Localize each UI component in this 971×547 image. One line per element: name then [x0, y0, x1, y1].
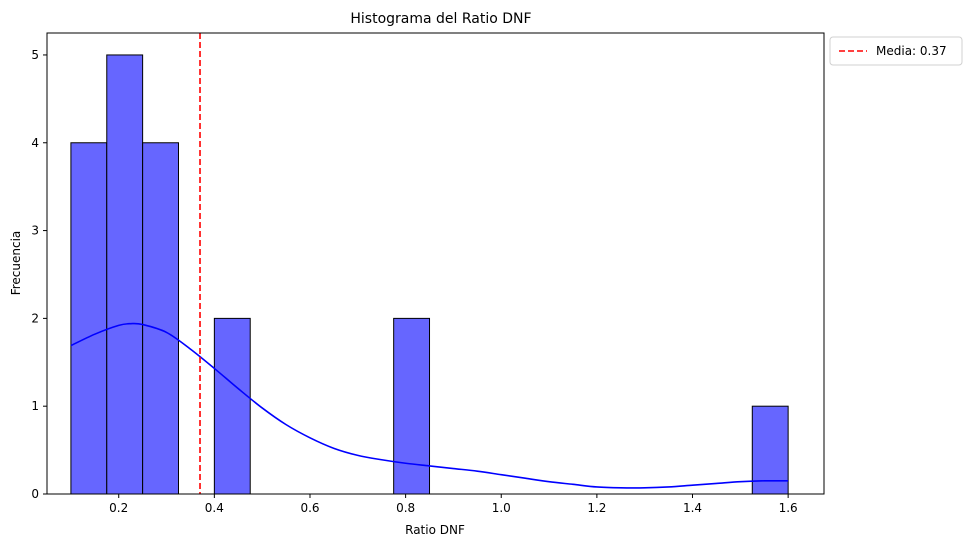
chart-title: Histograma del Ratio DNF [350, 11, 531, 27]
kde-layer [70, 322, 789, 489]
x-tick-label: 1.4 [683, 501, 702, 515]
y-tick-label: 2 [31, 311, 39, 325]
y-tick-label: 3 [31, 224, 39, 238]
histogram-bar-4 [213, 317, 251, 495]
y-tick-label: 5 [31, 48, 39, 62]
histogram-bar-19 [751, 405, 789, 495]
x-tick-label: 0.8 [396, 501, 415, 515]
x-tick-label: 0.4 [205, 501, 224, 515]
y-tick-label: 0 [31, 487, 39, 501]
histogram-bars [70, 54, 789, 495]
x-tick-label: 0.6 [300, 501, 319, 515]
legend: Media: 0.37 [829, 36, 963, 66]
y-tick-label: 1 [31, 399, 39, 413]
histogram-bar-2 [142, 142, 179, 495]
y-axis-label: Frecuencia [9, 231, 23, 296]
x-tick-label: 1.0 [492, 501, 511, 515]
y-axis: 0 1 2 3 4 5 [31, 48, 47, 501]
plot-frame [46, 32, 825, 495]
histogram-bar-9 [393, 317, 431, 495]
x-tick-label: 1.2 [587, 501, 606, 515]
legend-box [829, 36, 963, 66]
histogram-bar-0 [70, 142, 108, 495]
kde-curve [70, 322, 789, 489]
x-axis: 0.2 0.4 0.6 0.8 1.0 1.2 1.4 1.6 [109, 494, 798, 515]
x-tick-label: 1.6 [779, 501, 798, 515]
x-axis-label: Ratio DNF [405, 523, 465, 537]
histogram-bar-1 [106, 54, 144, 495]
legend-mean-label: Media: 0.37 [876, 44, 947, 58]
y-tick-label: 4 [31, 136, 39, 150]
x-tick-label: 0.2 [109, 501, 128, 515]
